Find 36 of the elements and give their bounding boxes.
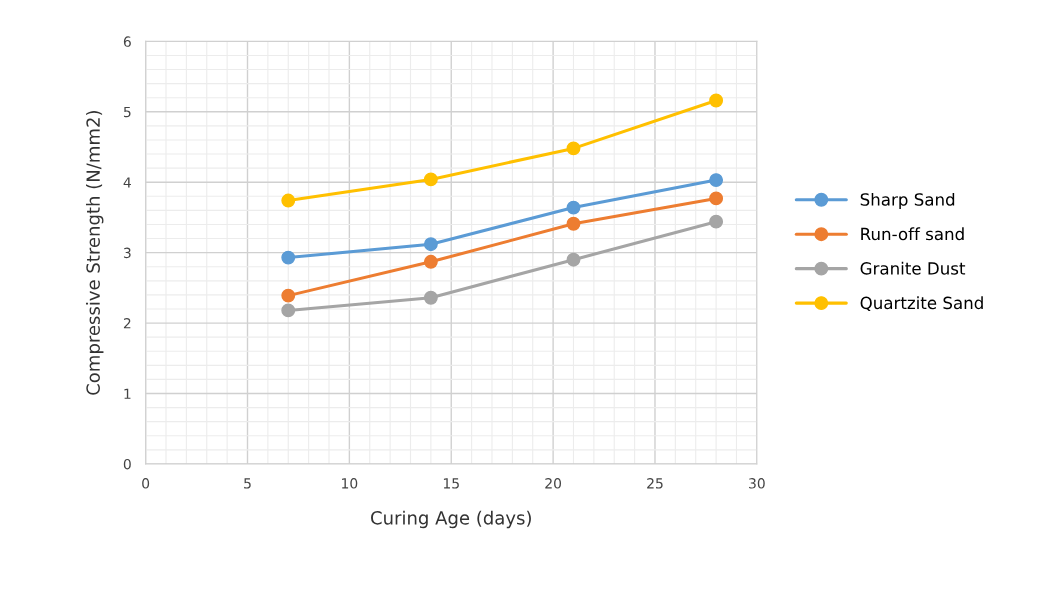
point: [709, 93, 724, 108]
point: [709, 214, 724, 229]
point: [423, 290, 438, 305]
point: [281, 250, 296, 265]
legend-label: Granite Dust: [860, 261, 966, 275]
x-tick-label: 20: [545, 478, 562, 489]
x-tick-label: 5: [244, 478, 251, 489]
point: [566, 141, 581, 156]
point: [281, 303, 296, 318]
point: [281, 288, 296, 303]
point: [281, 193, 296, 208]
y-axis-title: Compressive Strength (N/mm2): [85, 111, 104, 395]
x-tick-label: 30: [749, 478, 765, 489]
point: [423, 172, 438, 187]
x-tick-label: 0: [142, 478, 150, 489]
point: [709, 173, 724, 188]
y-tick-label: 2: [123, 318, 131, 329]
point: [566, 252, 581, 267]
x-axis-title: Curing Age (days): [371, 510, 531, 529]
legend-label: Quartzite Sand: [860, 296, 983, 312]
point: [423, 254, 438, 269]
y-tick-label: 5: [123, 106, 131, 118]
x-tick-label: 25: [647, 478, 663, 489]
y-tick-label: 6: [123, 36, 131, 47]
legend-label: Run-off sand: [861, 227, 964, 241]
point: [566, 216, 581, 231]
point: [566, 200, 581, 215]
y-tick-label: 0: [123, 458, 131, 470]
y-tick-label: 3: [123, 247, 131, 259]
y-tick-label: 1: [124, 388, 131, 399]
point: [423, 237, 438, 252]
point: [709, 191, 724, 206]
legend-label: Sharp Sand: [860, 192, 955, 210]
x-tick-label: 15: [443, 478, 459, 489]
x-tick-label: 10: [342, 478, 358, 489]
y-tick-label: 4: [123, 177, 131, 188]
